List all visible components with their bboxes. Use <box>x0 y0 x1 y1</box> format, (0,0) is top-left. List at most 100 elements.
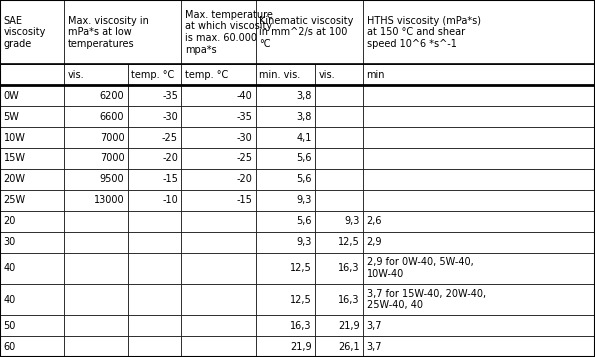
Bar <box>128 232 181 252</box>
Bar <box>181 336 256 357</box>
Bar <box>363 315 595 336</box>
Bar <box>181 284 256 315</box>
Bar <box>181 64 256 85</box>
Bar <box>64 284 128 315</box>
Bar <box>256 211 315 232</box>
Text: 3,7 for 15W-40, 20W-40,
25W-40, 40: 3,7 for 15W-40, 20W-40, 25W-40, 40 <box>367 289 486 310</box>
Bar <box>0 336 64 357</box>
Bar <box>363 232 595 252</box>
Text: 40: 40 <box>4 295 16 305</box>
Bar <box>256 169 315 190</box>
Bar <box>256 315 315 336</box>
Bar <box>64 106 128 127</box>
Bar <box>363 336 595 357</box>
Bar <box>64 190 128 211</box>
Text: 20: 20 <box>4 216 16 226</box>
Text: 0W: 0W <box>4 91 19 101</box>
Text: 15W: 15W <box>4 154 26 164</box>
Bar <box>0 148 64 169</box>
Text: -35: -35 <box>236 112 252 122</box>
Text: 7000: 7000 <box>100 154 124 164</box>
Text: -30: -30 <box>162 112 178 122</box>
Text: 26,1: 26,1 <box>338 342 359 352</box>
Bar <box>181 315 256 336</box>
Text: 2,9 for 0W-40, 5W-40,
10W-40: 2,9 for 0W-40, 5W-40, 10W-40 <box>367 257 473 279</box>
Text: 16,3: 16,3 <box>338 263 359 273</box>
Bar <box>128 252 181 284</box>
Bar <box>128 284 181 315</box>
Bar <box>315 148 363 169</box>
Bar <box>0 252 64 284</box>
Text: SAE
viscosity
grade: SAE viscosity grade <box>4 16 46 49</box>
Text: 9,3: 9,3 <box>296 195 312 205</box>
Text: 13000: 13000 <box>94 195 124 205</box>
Text: -25: -25 <box>162 132 178 142</box>
Bar <box>256 336 315 357</box>
Bar <box>0 284 64 315</box>
Text: -20: -20 <box>236 174 252 184</box>
Text: min: min <box>367 70 385 80</box>
Bar <box>315 64 363 85</box>
Text: vis.: vis. <box>68 70 84 80</box>
Bar <box>315 284 363 315</box>
Text: -30: -30 <box>237 132 252 142</box>
Text: 9,3: 9,3 <box>344 216 359 226</box>
Bar <box>315 169 363 190</box>
Text: 5,6: 5,6 <box>296 216 312 226</box>
Text: 6200: 6200 <box>100 91 124 101</box>
Text: 5W: 5W <box>4 112 20 122</box>
Bar <box>315 190 363 211</box>
Text: 12,5: 12,5 <box>290 263 312 273</box>
Bar <box>256 64 315 85</box>
Bar <box>363 64 595 85</box>
Text: 21,9: 21,9 <box>338 321 359 331</box>
Bar <box>64 148 128 169</box>
Bar <box>64 169 128 190</box>
Bar <box>315 336 363 357</box>
Text: -20: -20 <box>162 154 178 164</box>
Text: 25W: 25W <box>4 195 26 205</box>
Bar <box>0 211 64 232</box>
Bar <box>0 232 64 252</box>
Bar <box>256 148 315 169</box>
Bar <box>181 252 256 284</box>
Bar <box>363 106 595 127</box>
Text: 60: 60 <box>4 342 16 352</box>
Bar <box>64 85 128 106</box>
Text: -40: -40 <box>237 91 252 101</box>
Bar <box>363 252 595 284</box>
Text: -35: -35 <box>162 91 178 101</box>
Bar <box>0 315 64 336</box>
Text: temp. °C: temp. °C <box>131 70 175 80</box>
Bar <box>64 315 128 336</box>
Text: -15: -15 <box>236 195 252 205</box>
Bar <box>363 169 595 190</box>
Text: 40: 40 <box>4 263 16 273</box>
Bar <box>315 106 363 127</box>
Text: 9500: 9500 <box>100 174 124 184</box>
Text: 5,6: 5,6 <box>296 174 312 184</box>
Text: 20W: 20W <box>4 174 26 184</box>
Bar <box>256 106 315 127</box>
Text: 3,7: 3,7 <box>367 321 382 331</box>
Text: 2,6: 2,6 <box>367 216 382 226</box>
Bar <box>128 190 181 211</box>
Text: 10W: 10W <box>4 132 26 142</box>
Bar <box>64 0 181 64</box>
Text: 12,5: 12,5 <box>290 295 312 305</box>
Bar <box>64 252 128 284</box>
Text: 4,1: 4,1 <box>296 132 312 142</box>
Bar <box>256 127 315 148</box>
Bar <box>128 127 181 148</box>
Bar <box>363 190 595 211</box>
Text: -10: -10 <box>162 195 178 205</box>
Text: 16,3: 16,3 <box>290 321 312 331</box>
Bar <box>0 169 64 190</box>
Text: 6600: 6600 <box>100 112 124 122</box>
Bar <box>128 106 181 127</box>
Bar <box>181 0 256 64</box>
Bar <box>181 232 256 252</box>
Bar <box>315 232 363 252</box>
Text: min. vis.: min. vis. <box>259 70 300 80</box>
Bar <box>315 252 363 284</box>
